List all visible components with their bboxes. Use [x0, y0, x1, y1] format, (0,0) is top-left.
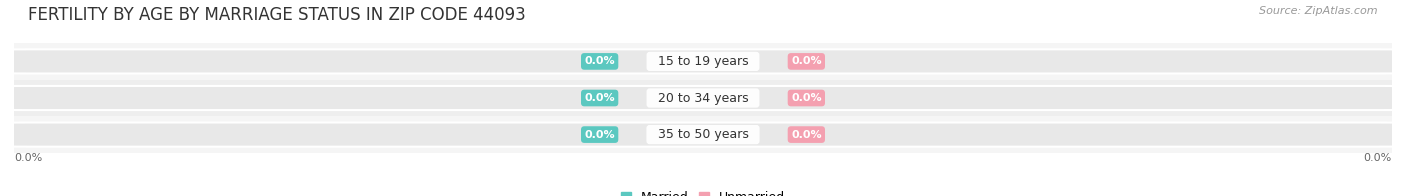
Text: 0.0%: 0.0% [585, 56, 614, 66]
Text: 0.0%: 0.0% [1364, 153, 1392, 163]
Bar [14, 116, 1392, 153]
Text: 0.0%: 0.0% [792, 56, 821, 66]
Bar [14, 80, 1392, 116]
Text: 35 to 50 years: 35 to 50 years [650, 128, 756, 141]
FancyBboxPatch shape [0, 122, 1406, 147]
Text: 15 to 19 years: 15 to 19 years [650, 55, 756, 68]
Text: 0.0%: 0.0% [792, 130, 821, 140]
Bar [14, 43, 1392, 80]
Text: 0.0%: 0.0% [14, 153, 42, 163]
Text: 0.0%: 0.0% [585, 130, 614, 140]
FancyBboxPatch shape [0, 86, 1406, 110]
Text: 0.0%: 0.0% [585, 93, 614, 103]
Text: 20 to 34 years: 20 to 34 years [650, 92, 756, 104]
Text: Source: ZipAtlas.com: Source: ZipAtlas.com [1260, 6, 1378, 16]
Legend: Married, Unmarried: Married, Unmarried [621, 191, 785, 196]
Text: FERTILITY BY AGE BY MARRIAGE STATUS IN ZIP CODE 44093: FERTILITY BY AGE BY MARRIAGE STATUS IN Z… [28, 6, 526, 24]
Text: 0.0%: 0.0% [792, 93, 821, 103]
FancyBboxPatch shape [0, 49, 1406, 74]
